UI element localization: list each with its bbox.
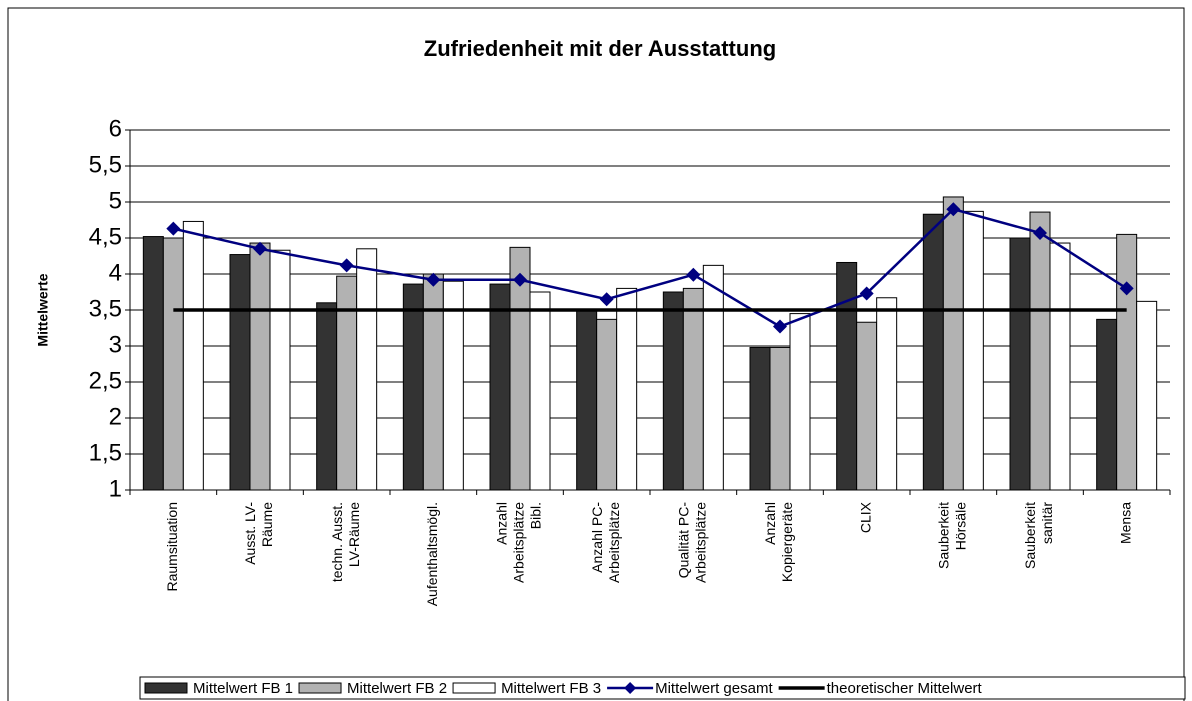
bar [836, 261, 858, 491]
x-tick-label: Mensa [1117, 502, 1133, 544]
legend-swatch [298, 682, 342, 694]
x-tick-label: Räume [259, 502, 275, 547]
x-tick-label: Arbeitsplätze [606, 502, 622, 583]
y-tick-label: 6 [109, 115, 122, 142]
x-tick-label: Arbeitsplätze [511, 502, 527, 583]
bar [942, 196, 964, 491]
x-tick-label: Ausst. LV- [242, 502, 258, 565]
marker [339, 258, 354, 273]
bar [229, 254, 251, 491]
legend-marker [624, 682, 637, 694]
bar [749, 346, 771, 491]
x-tick-label: Anzahl [762, 502, 778, 545]
x-tick-label: techn. Ausst. [329, 502, 345, 582]
y-axis-label: Mittelwerte [35, 273, 51, 346]
bar [702, 264, 724, 491]
x-tick-label: Hörsäle [953, 502, 969, 550]
bar [1009, 237, 1031, 491]
marker [1033, 225, 1047, 240]
bar [356, 248, 378, 491]
y-tick-label: 3,5 [89, 295, 122, 322]
x-tick-label: sanitär [1039, 502, 1055, 544]
marker [859, 286, 874, 301]
legend-label: Mittelwert FB 2 [347, 680, 447, 697]
bar [1029, 211, 1051, 491]
marker [166, 221, 181, 236]
marker [513, 272, 527, 287]
y-tick-label: 5 [109, 187, 122, 214]
bar [789, 313, 811, 491]
bar [922, 213, 944, 491]
marker [253, 241, 267, 256]
bar [316, 302, 338, 491]
marker [946, 202, 961, 217]
bar [422, 273, 444, 491]
legend-label: Mittelwert gesamt [655, 680, 773, 697]
bar [336, 275, 358, 491]
y-tick-label: 3 [109, 331, 122, 358]
bar [442, 280, 464, 491]
x-tick-label: Sauberkeit [936, 502, 952, 569]
x-tick-label: Anzahl [494, 502, 510, 545]
bar [1116, 233, 1138, 491]
bar [142, 236, 164, 491]
marker [773, 319, 787, 334]
bar [769, 346, 791, 491]
bar [249, 242, 271, 491]
bar [1136, 300, 1158, 491]
bar [662, 291, 684, 491]
bar [162, 237, 184, 491]
bar [962, 210, 984, 491]
bar [1049, 242, 1071, 491]
x-tick-label: Sauberkeit [1022, 502, 1038, 569]
x-tick-label: Aufenthaltsmögl. [424, 502, 440, 606]
y-tick-label: 1 [109, 475, 122, 502]
y-tick-label: 5,5 [89, 151, 122, 178]
marker [1119, 281, 1134, 296]
bar [402, 283, 424, 491]
legend-label: Mittelwert FB 3 [501, 680, 601, 697]
y-tick-label: 4 [109, 259, 122, 286]
x-tick-label: Kopiergeräte [779, 502, 795, 582]
legend-label: theoretischer Mittelwert [827, 680, 983, 697]
x-tick-label: CLIX [857, 501, 873, 533]
bar [682, 287, 704, 491]
marker [426, 272, 441, 287]
marker [686, 267, 701, 282]
bar [576, 309, 598, 491]
y-tick-label: 1,5 [89, 439, 122, 466]
marker [599, 292, 614, 307]
legend-swatch [452, 682, 496, 694]
x-tick-label: Anzahl PC- [589, 502, 605, 573]
x-tick-label: Qualität PC- [676, 502, 692, 579]
bar [489, 283, 511, 491]
legend-label: Mittelwert FB 1 [193, 680, 293, 697]
bar [269, 249, 291, 491]
y-tick-label: 2,5 [89, 367, 122, 394]
y-tick-label: 2 [109, 403, 122, 430]
legend [139, 676, 1186, 700]
legend-swatch [144, 682, 188, 694]
bar [529, 291, 551, 491]
y-tick-label: 4,5 [89, 223, 122, 250]
bar [182, 220, 204, 491]
x-tick-label: Raumsituation [164, 502, 180, 592]
x-tick-label: Arbeitsplätze [693, 502, 709, 583]
chart-title: Zufriedenheit mit der Ausstattung [424, 36, 776, 61]
x-tick-label: Bibl. [528, 502, 544, 529]
bar [596, 318, 618, 491]
line [173, 207, 1128, 328]
bar [616, 287, 638, 491]
x-tick-label: LV-Räume [346, 502, 362, 567]
bar [856, 321, 878, 491]
bar [1096, 318, 1118, 491]
bar [876, 297, 898, 491]
